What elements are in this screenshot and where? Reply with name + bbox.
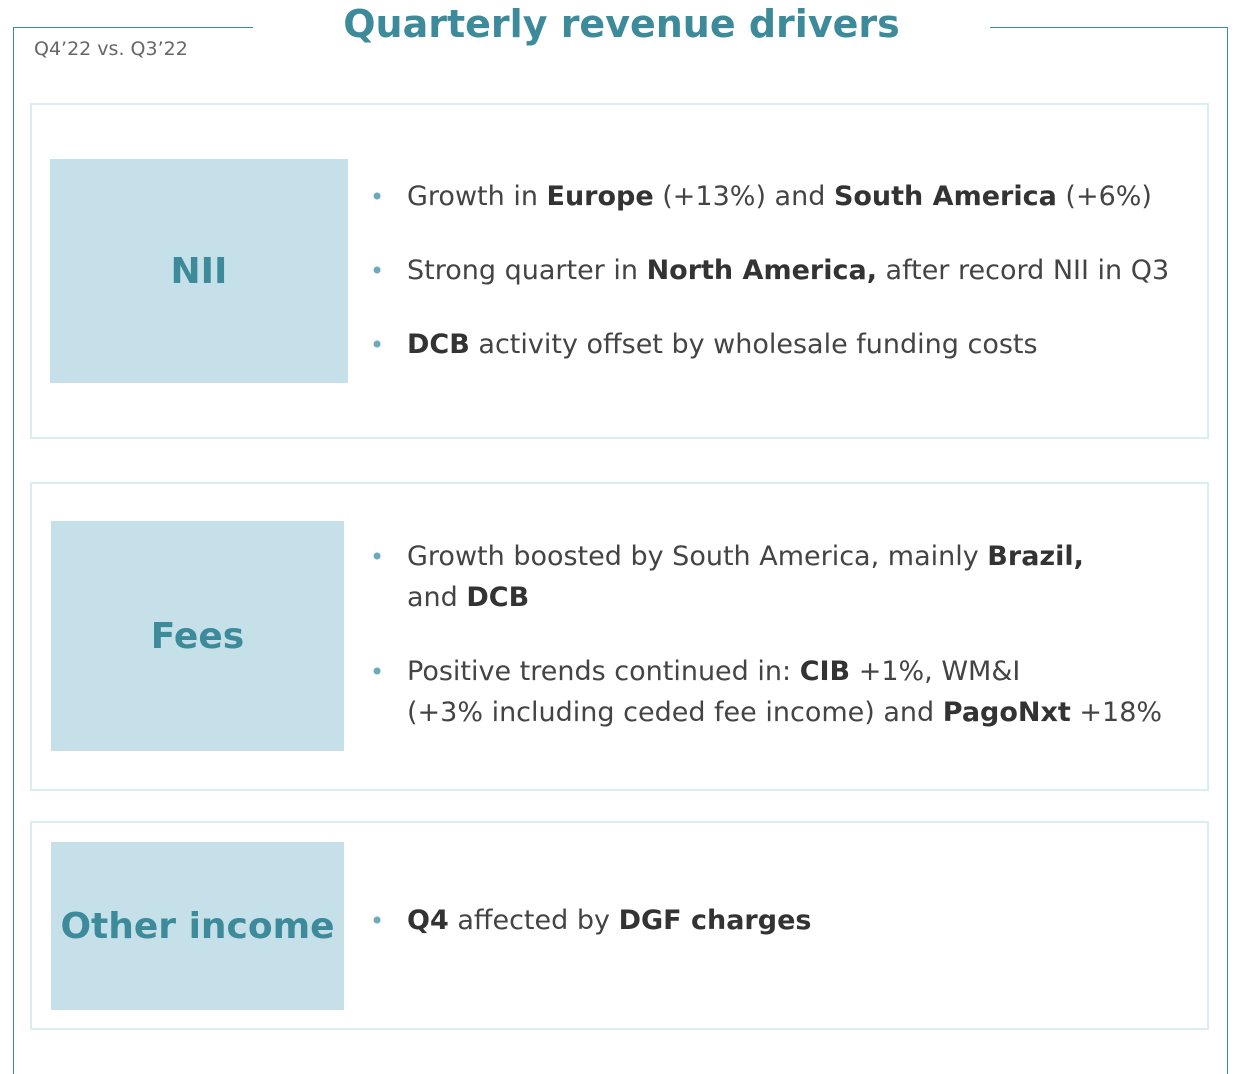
section-label: NII (50, 159, 348, 383)
bullet-line: Growth in Europe (+13%) and South Americ… (407, 176, 1152, 218)
bullet-line: Positive trends continued in: CIB +1%, W… (407, 651, 1020, 693)
bold-text: DCB (466, 582, 530, 613)
bold-text: Q4 (407, 905, 449, 936)
text: after record NII in Q3 (876, 255, 1170, 286)
bullet-line: Strong quarter in North America, after r… (407, 250, 1169, 292)
panel (30, 821, 1209, 1030)
frame-line (13, 27, 14, 1074)
bullet-dot: • (370, 257, 385, 285)
text: +1%, WM&I (850, 656, 1021, 687)
bold-text: PagoNxt (942, 697, 1071, 728)
bullet-line: DCB activity offset by wholesale funding… (407, 324, 1038, 366)
section-label: Fees (51, 521, 344, 751)
bold-text: DCB (407, 329, 470, 360)
text: (+6%) (1056, 181, 1152, 212)
bullet-dot: • (370, 331, 385, 359)
bold-text: Brazil, (987, 541, 1084, 572)
text: Growth in (407, 181, 547, 212)
bullet-line: Q4 affected by DGF charges (407, 900, 811, 942)
text: activity offset by wholesale funding cos… (469, 329, 1038, 360)
bold-text: CIB (799, 656, 851, 687)
bullet-line: Growth boosted by South America, mainly … (407, 536, 1084, 578)
text: +18% (1070, 697, 1163, 728)
text: (+13%) and (653, 181, 834, 212)
text: and (407, 582, 467, 613)
bold-text: DGF charges (618, 905, 812, 936)
frame-line (13, 27, 253, 28)
subtitle: Q4’22 vs. Q3’22 (34, 38, 188, 60)
bold-text: North America, (646, 255, 877, 286)
bullet-dot: • (370, 658, 385, 686)
text: Positive trends continued in: (407, 656, 800, 687)
text: Growth boosted by South America, mainly (407, 541, 988, 572)
bold-text: Europe (546, 181, 654, 212)
bullet-line: (+3% including ceded fee income) and Pag… (407, 692, 1162, 734)
frame-line (990, 27, 1228, 28)
frame-line (1227, 27, 1228, 1074)
text: (+3% including ceded fee income) and (407, 697, 943, 728)
bullet-dot: • (370, 543, 385, 571)
bold-text: South America (833, 181, 1057, 212)
bullet-dot: • (370, 183, 385, 211)
bullet-dot: • (370, 907, 385, 935)
section-label: Other income (51, 842, 344, 1010)
bullet-line: and DCB (407, 577, 529, 619)
title: Quarterly revenue drivers (343, 2, 900, 46)
panel (30, 103, 1209, 439)
text: Strong quarter in (407, 255, 647, 286)
text: affected by (448, 905, 619, 936)
panel (30, 482, 1209, 791)
